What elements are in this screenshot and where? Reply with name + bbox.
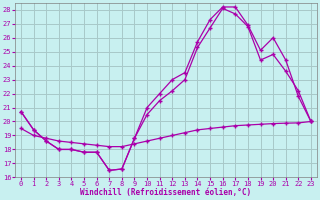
X-axis label: Windchill (Refroidissement éolien,°C): Windchill (Refroidissement éolien,°C) — [80, 188, 252, 197]
